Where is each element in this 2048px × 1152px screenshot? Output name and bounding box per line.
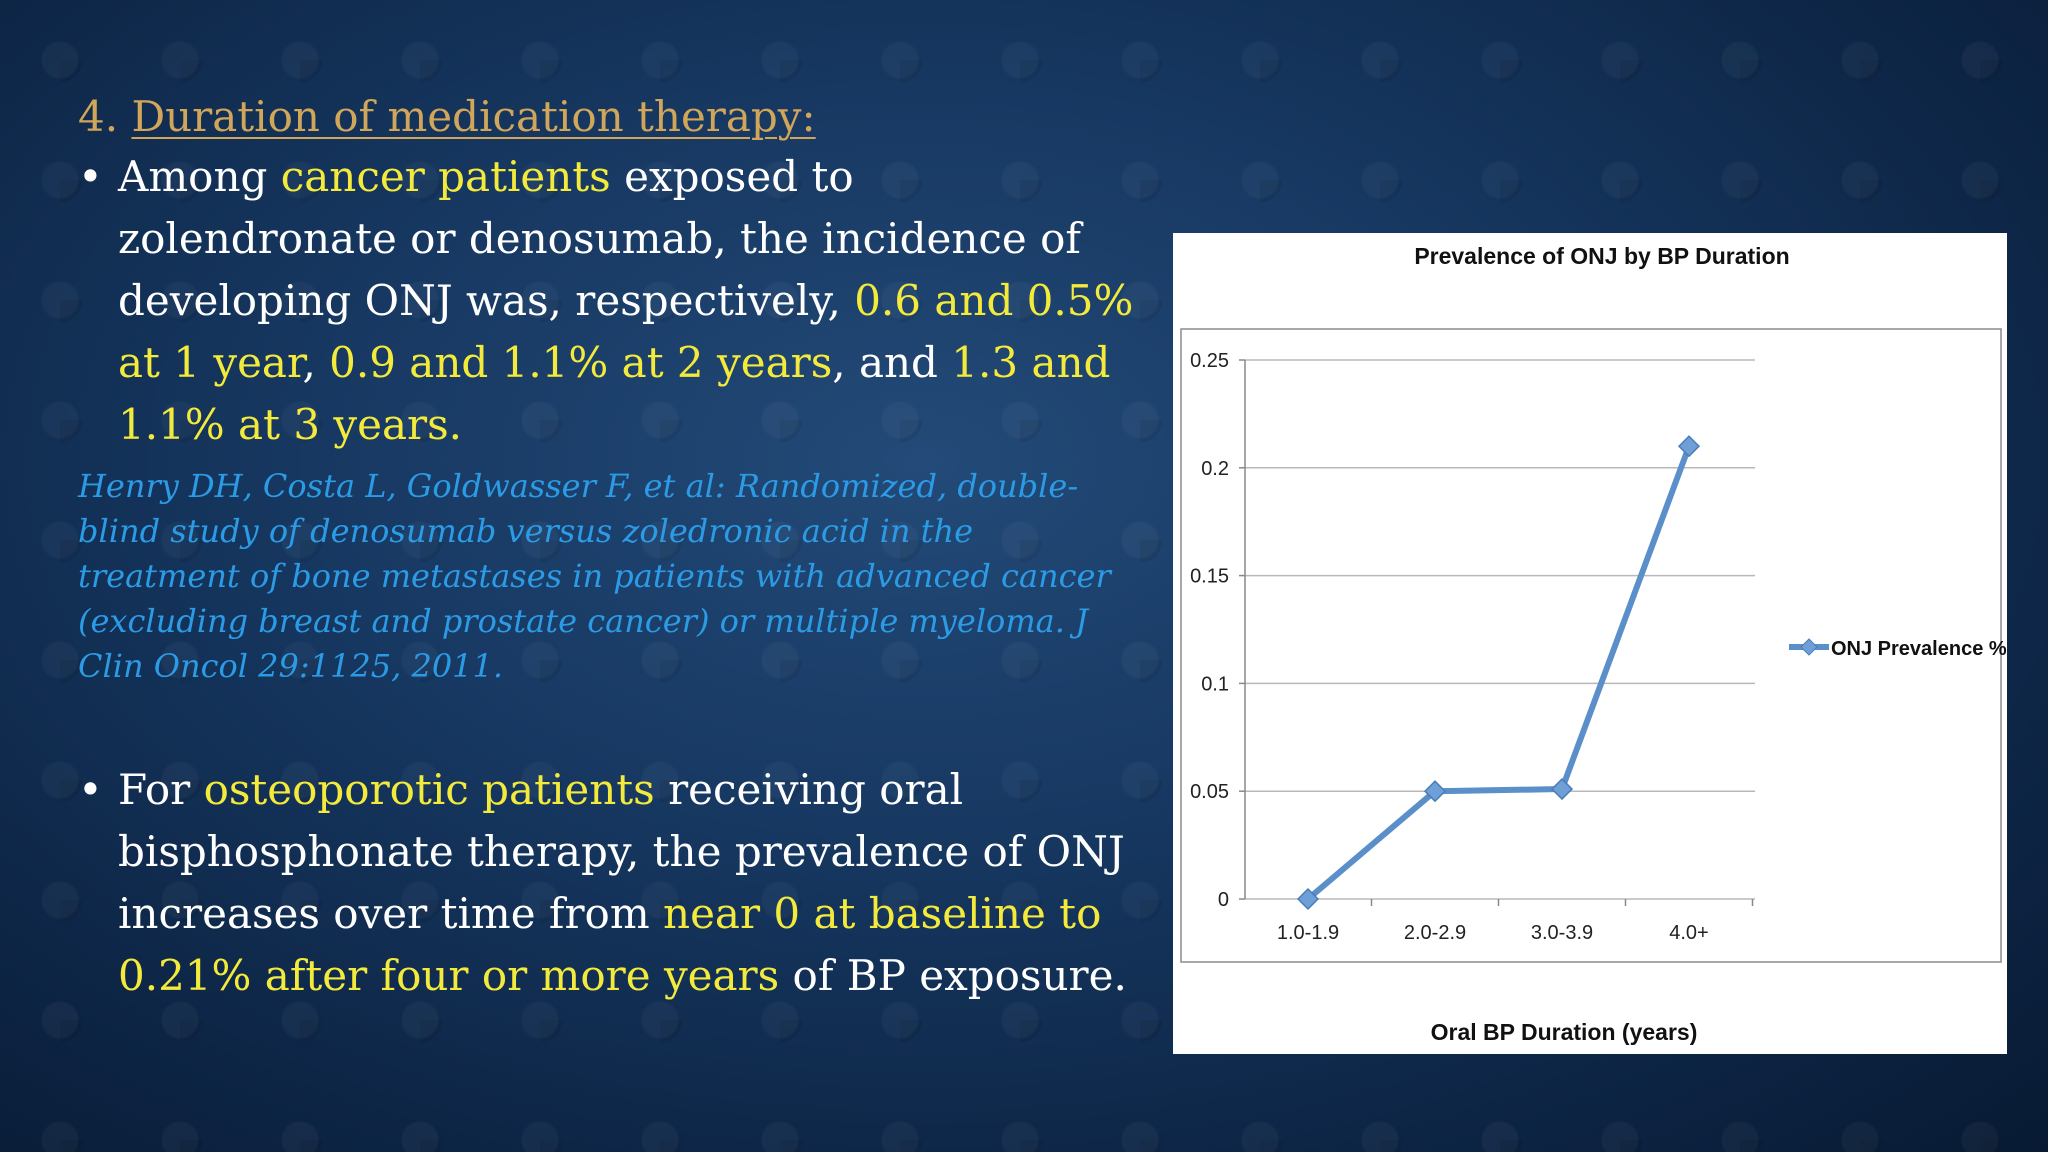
series-line bbox=[1305, 443, 1692, 902]
legend-marker-swatch bbox=[1800, 638, 1818, 656]
bullet2-text: For bbox=[118, 765, 204, 814]
x-tick-label: 1.0-1.9 bbox=[1277, 922, 1339, 944]
y-tick-label: 0.05 bbox=[1190, 781, 1229, 803]
legend-entry: ONJ Prevalence % bbox=[1831, 638, 2007, 660]
bullet1-text: exposed to zolendronate or denosumab, th… bbox=[118, 152, 1081, 325]
y-tick-label: 0.2 bbox=[1201, 458, 1229, 480]
x-tick-label: 3.0-3.9 bbox=[1531, 922, 1593, 944]
chart-panel: Prevalence of ONJ by BP Duration 0 0.05 0.… bbox=[1173, 233, 2007, 1054]
bullet2-highlight: near 0 at baseline to 0.21% after four o… bbox=[118, 889, 1102, 1000]
bullet2-text: receiving oral bisphosphonate therapy, t… bbox=[118, 765, 1125, 938]
bullet2-highlight: osteoporotic patients bbox=[203, 765, 655, 814]
citation-reference: Henry DH, Costa L, Goldwasser F, et al: … bbox=[78, 467, 1111, 685]
bullet-marker: • bbox=[78, 152, 103, 201]
bullet1-highlight: 1.3 and 1.1% at 3 years. bbox=[118, 338, 1111, 449]
bullet-cancer-patients: • Among cancer patients exposed to zolend… bbox=[78, 146, 1138, 456]
bullet-marker: • bbox=[78, 765, 103, 814]
heading-title: Duration of medication therapy: bbox=[131, 92, 816, 141]
slide-heading: 4. Duration of medication therapy: bbox=[78, 88, 1138, 146]
onj-prevalence-chart: Prevalence of ONJ by BP Duration 0 0.05 0.… bbox=[1180, 243, 2007, 1045]
x-axis-label: Oral BP Duration (years) bbox=[1431, 1019, 1698, 1045]
data-point-marker bbox=[1550, 777, 1574, 801]
slide-text: 4. Duration of medication therapy: • Amon… bbox=[78, 88, 1138, 1007]
bullet1-highlight: 0.6 and 0.5% at 1 year bbox=[118, 276, 1134, 387]
x-tick-label: 4.0+ bbox=[1669, 922, 1708, 944]
data-point-marker bbox=[1423, 780, 1447, 803]
y-tick-label: 0.1 bbox=[1201, 673, 1229, 695]
heading-number: 4. bbox=[78, 92, 132, 141]
y-tick-label: 0 bbox=[1218, 889, 1229, 911]
data-point-marker bbox=[1677, 435, 1701, 458]
y-tick-label: 0.25 bbox=[1190, 350, 1229, 372]
bullet1-text: , bbox=[302, 338, 330, 387]
y-tick-label: 0.15 bbox=[1190, 566, 1229, 588]
bullet1-text: Among bbox=[118, 152, 281, 201]
bullet-osteoporotic-patients: • For osteoporotic patients receiving ora… bbox=[78, 759, 1138, 1007]
chart-title: Prevalence of ONJ by BP Duration bbox=[1414, 243, 1789, 269]
data-point-marker bbox=[1296, 887, 1320, 911]
bullet1-highlight: 0.9 and 1.1% at 2 years bbox=[329, 338, 833, 387]
x-tick-label: 2.0-2.9 bbox=[1404, 922, 1466, 944]
plot-area-border bbox=[1180, 328, 2002, 963]
bullet1-highlight: cancer patients bbox=[280, 152, 611, 201]
bullet1-text: , and bbox=[832, 338, 952, 387]
bullet2-text: of BP exposure. bbox=[779, 951, 1127, 1000]
